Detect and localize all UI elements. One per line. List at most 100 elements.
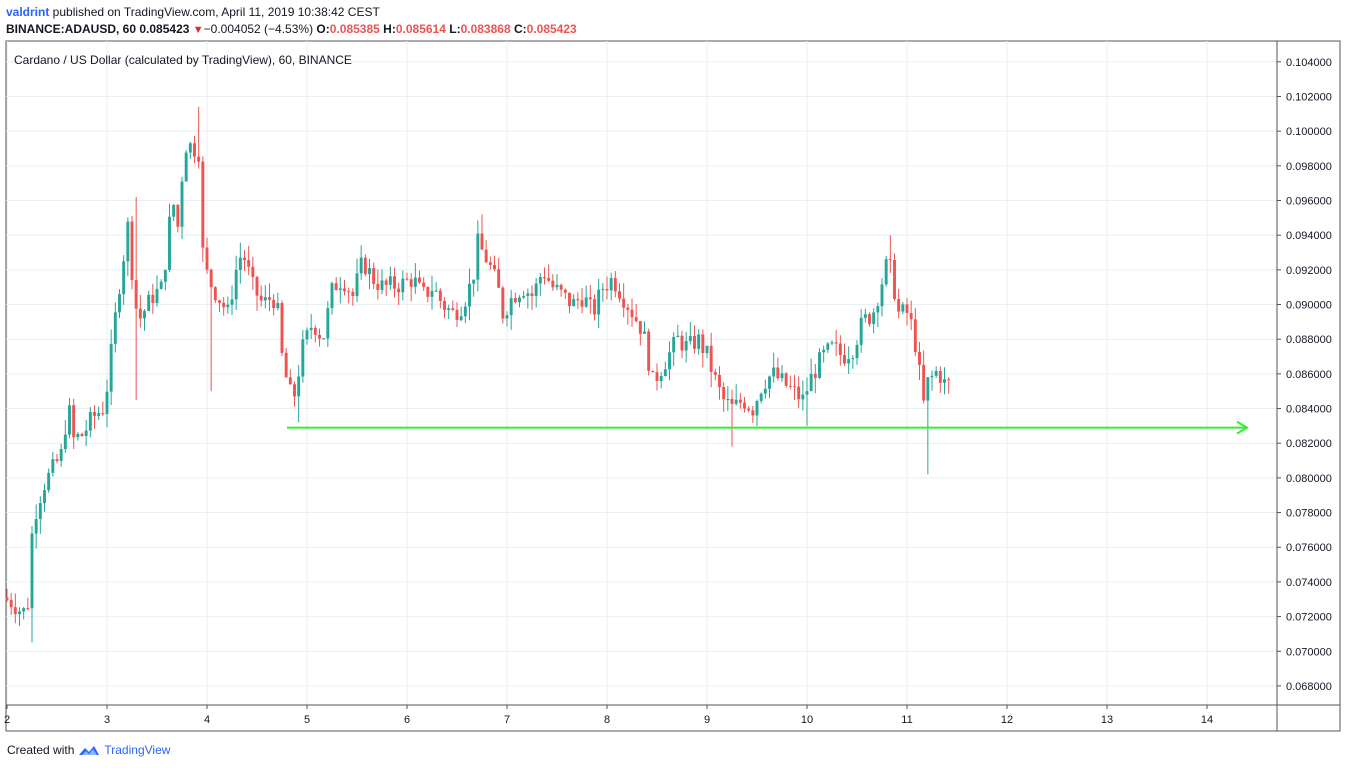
- candle-body: [822, 349, 826, 353]
- price-tick-label: 0.094000: [1286, 230, 1332, 242]
- candle-body: [326, 308, 330, 339]
- candle-body: [826, 343, 830, 350]
- candle-body: [847, 359, 851, 364]
- price-tick-label: 0.100000: [1286, 126, 1332, 138]
- open-label: O:: [316, 22, 330, 36]
- candle-body: [288, 377, 292, 385]
- candle-body: [830, 342, 834, 344]
- close-label: C:: [513, 22, 527, 36]
- candle-body: [788, 385, 792, 387]
- candle-body: [76, 433, 80, 438]
- candle-body: [218, 300, 221, 303]
- candle-body: [297, 376, 301, 397]
- candle-body: [493, 264, 496, 270]
- candle-body: [88, 412, 92, 431]
- candle-body: [876, 306, 880, 313]
- candle-body: [347, 291, 351, 293]
- candle-body: [747, 408, 751, 411]
- candle-body: [63, 434, 67, 450]
- candle-body: [484, 249, 488, 263]
- tradingview-logo-icon: [79, 746, 100, 755]
- candle-body: [455, 309, 459, 320]
- time-tick-label: 13: [1101, 714, 1113, 726]
- candle-body: [459, 316, 463, 320]
- candle-body: [772, 367, 776, 377]
- candle-body: [693, 335, 696, 349]
- candle-body: [268, 297, 271, 300]
- time-axis[interactable]: 2 3 4 5 6 7 8 9 10 11 12 13 14: [4, 705, 1213, 726]
- candle-body: [293, 384, 296, 397]
- candle-body: [901, 304, 905, 312]
- candle-body: [388, 276, 392, 285]
- candle-body: [259, 295, 263, 301]
- support-line[interactable]: [287, 420, 1249, 435]
- candle-body: [584, 297, 588, 307]
- tradingview-link[interactable]: TradingView: [104, 743, 171, 757]
- candle-body: [426, 287, 430, 297]
- time-tick-label: 7: [504, 714, 510, 726]
- candle-body: [263, 297, 267, 301]
- candle-body: [47, 472, 51, 491]
- grid: [6, 41, 1277, 705]
- candle-body: [943, 379, 946, 383]
- time-tick-label: 5: [304, 714, 310, 726]
- open-value: 0.085385: [329, 22, 380, 36]
- candle-body: [309, 327, 313, 331]
- candle-body: [113, 312, 117, 344]
- candle-body: [5, 597, 9, 600]
- candle-body: [622, 298, 626, 308]
- candle-body: [147, 294, 151, 311]
- candle-body: [684, 341, 688, 351]
- candle-body: [372, 268, 376, 284]
- candle-body: [651, 370, 655, 373]
- candle-body: [255, 276, 259, 296]
- candle-body: [226, 304, 230, 308]
- time-tick-label: 3: [104, 714, 110, 726]
- candle-body: [659, 376, 663, 381]
- price-change: −0.004052 (−4.53%): [203, 22, 314, 36]
- candle-body: [397, 288, 401, 293]
- candle-body: [434, 290, 438, 292]
- candle-body: [926, 377, 930, 401]
- candle-body: [105, 391, 109, 415]
- time-tick-label: 9: [704, 714, 710, 726]
- candle-body: [709, 345, 713, 372]
- candle-body: [509, 298, 513, 316]
- price-tick-label: 0.068000: [1286, 681, 1332, 693]
- candle-body: [34, 519, 38, 534]
- candle-body: [888, 259, 892, 261]
- candle-body: [313, 327, 317, 335]
- candle-body: [634, 317, 638, 322]
- candle-body: [884, 259, 888, 285]
- candle-body: [668, 352, 671, 370]
- candle-body: [734, 399, 738, 404]
- candle-body: [538, 277, 542, 284]
- time-tick-label: 10: [801, 714, 813, 726]
- candle-body: [197, 156, 201, 162]
- candle-body: [697, 334, 701, 349]
- price-tick-label: 0.092000: [1286, 265, 1332, 277]
- candle-body: [93, 412, 96, 416]
- candle-body: [534, 283, 538, 296]
- candle-body: [247, 260, 251, 267]
- candle-body: [688, 335, 692, 342]
- candle-body: [122, 261, 126, 295]
- candle-body: [601, 288, 605, 290]
- candle-body: [318, 334, 321, 339]
- candle-body: [613, 278, 617, 292]
- candle-body: [355, 273, 359, 297]
- candle-body: [322, 338, 326, 340]
- candle-body: [163, 269, 167, 282]
- candle-body: [638, 321, 642, 334]
- candle-body: [763, 388, 767, 394]
- candle-body: [101, 413, 105, 415]
- price-tick-label: 0.084000: [1286, 404, 1332, 416]
- candle-body: [51, 459, 55, 473]
- price-axis[interactable]: 0.104000 0.102000 0.100000 0.098000 0.096000…: [1277, 57, 1332, 693]
- candle-body: [418, 277, 421, 283]
- candle-body: [172, 204, 176, 217]
- candle-body: [947, 379, 951, 381]
- candle-body: [505, 315, 509, 319]
- author-link[interactable]: valdrint: [6, 5, 50, 19]
